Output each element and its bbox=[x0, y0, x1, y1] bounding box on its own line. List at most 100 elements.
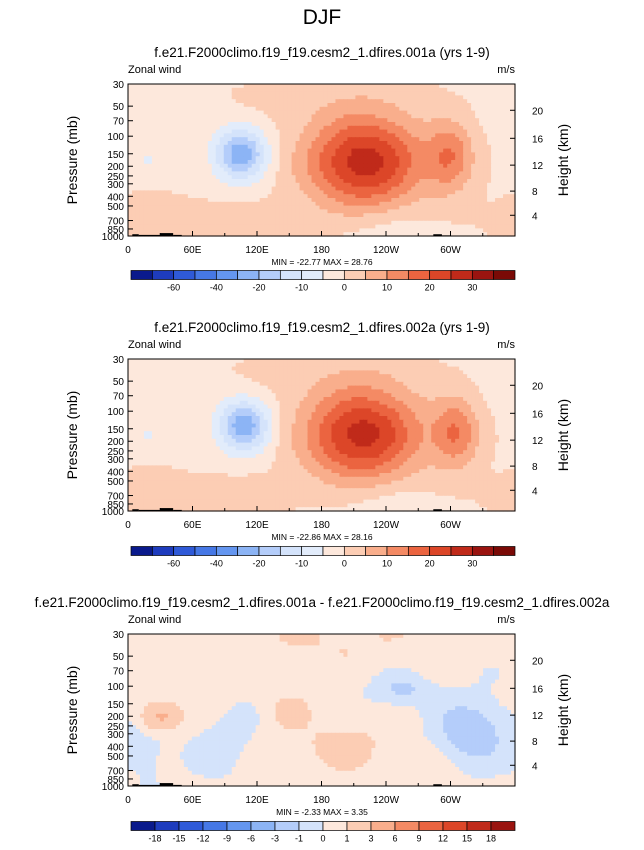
contour-cell bbox=[467, 84, 472, 89]
contour-cell bbox=[263, 190, 269, 195]
contour-cell bbox=[463, 213, 468, 218]
contour-cell bbox=[135, 171, 141, 176]
contour-cell bbox=[151, 205, 157, 210]
contour-cell bbox=[375, 213, 380, 218]
contour-cell bbox=[431, 378, 436, 383]
contour-cell bbox=[327, 114, 333, 119]
contour-cell bbox=[163, 182, 169, 188]
contour-cell bbox=[331, 374, 337, 379]
contour-cell bbox=[147, 141, 153, 146]
contour-cell bbox=[511, 179, 516, 184]
contour-cell bbox=[135, 201, 141, 207]
contour-cell bbox=[155, 118, 161, 123]
contour-cell bbox=[411, 110, 416, 115]
contour-cell bbox=[439, 213, 444, 218]
contour-cell bbox=[291, 389, 297, 394]
contour-cell bbox=[135, 148, 141, 153]
contour-cell bbox=[447, 385, 452, 390]
contour-cell bbox=[459, 91, 464, 96]
contour-cell bbox=[415, 209, 420, 214]
contour-cell bbox=[327, 163, 333, 169]
contour-cell bbox=[187, 366, 193, 371]
contour-cell bbox=[159, 137, 165, 142]
contour-cell bbox=[147, 224, 153, 229]
contour-cell bbox=[295, 91, 301, 96]
contour-cell bbox=[343, 194, 349, 199]
contour-cell bbox=[307, 167, 313, 172]
contour-cell bbox=[415, 163, 420, 169]
contour-cell bbox=[475, 106, 480, 112]
contour-cell bbox=[187, 194, 193, 199]
contour-cell bbox=[135, 106, 141, 112]
contour-cell bbox=[287, 152, 293, 157]
contour-cell bbox=[443, 148, 448, 153]
contour-cell bbox=[299, 152, 305, 157]
contour-cell bbox=[203, 220, 209, 226]
contour-cell bbox=[215, 148, 221, 153]
contour-cell bbox=[251, 125, 257, 131]
contour-cell bbox=[263, 374, 269, 379]
contour-cell bbox=[151, 106, 157, 112]
contour-cell bbox=[251, 201, 257, 207]
contour-cell bbox=[479, 378, 484, 383]
contour-cell bbox=[263, 209, 269, 214]
contour-cell bbox=[383, 220, 388, 226]
contour-cell bbox=[283, 99, 289, 104]
contour-cell bbox=[175, 359, 181, 364]
contour-cell bbox=[419, 144, 424, 150]
contour-cell bbox=[155, 217, 161, 222]
contour-cell bbox=[211, 182, 217, 188]
contour-cell bbox=[339, 385, 345, 390]
contour-cell bbox=[359, 91, 364, 96]
contour-cell bbox=[455, 118, 460, 123]
contour-cell bbox=[475, 160, 480, 165]
contour-cell bbox=[275, 359, 281, 364]
contour-cell bbox=[451, 118, 456, 123]
contour-cell bbox=[399, 213, 404, 218]
contour-cell bbox=[215, 167, 221, 172]
contour-cell bbox=[315, 129, 321, 134]
contour-cell bbox=[415, 389, 420, 394]
contour-cell bbox=[459, 144, 464, 150]
contour-cell bbox=[291, 378, 297, 383]
contour-cell bbox=[195, 217, 201, 222]
contour-cell bbox=[175, 182, 181, 188]
contour-cell bbox=[467, 385, 472, 390]
contour-cell bbox=[255, 378, 261, 383]
contour-cell bbox=[319, 213, 325, 218]
contour-cell bbox=[135, 213, 141, 218]
contour-cell bbox=[219, 95, 225, 100]
contour-cell bbox=[475, 103, 480, 108]
contour-cell bbox=[335, 389, 341, 394]
contour-cell bbox=[175, 110, 181, 115]
contour-cell bbox=[363, 122, 368, 127]
contour-cell bbox=[255, 194, 261, 199]
contour-cell bbox=[347, 110, 353, 115]
contour-cell bbox=[407, 171, 412, 176]
contour-cell bbox=[303, 374, 309, 379]
contour-cell bbox=[207, 167, 213, 172]
contour-cell bbox=[439, 87, 444, 93]
contour-cell bbox=[231, 84, 237, 89]
contour-cell bbox=[451, 232, 456, 237]
contour-cell bbox=[235, 385, 241, 390]
colorbar-box bbox=[173, 270, 196, 280]
contour-cell bbox=[139, 374, 145, 379]
contour-cell bbox=[367, 362, 372, 368]
contour-cell bbox=[199, 141, 205, 146]
contour-cell bbox=[487, 381, 492, 387]
contour-fill bbox=[128, 359, 516, 512]
contour-cell bbox=[499, 87, 504, 93]
contour-cell bbox=[151, 152, 157, 157]
contour-cell bbox=[343, 179, 349, 184]
contour-cell bbox=[243, 160, 249, 165]
contour-cell bbox=[387, 99, 392, 104]
contour-cell bbox=[131, 137, 137, 142]
contour-cell bbox=[443, 141, 448, 146]
contour-cell bbox=[295, 103, 301, 108]
contour-cell bbox=[131, 205, 137, 210]
contour-cell bbox=[151, 114, 157, 119]
contour-cell bbox=[223, 163, 229, 169]
contour-cell bbox=[171, 190, 177, 195]
contour-cell bbox=[427, 370, 432, 375]
